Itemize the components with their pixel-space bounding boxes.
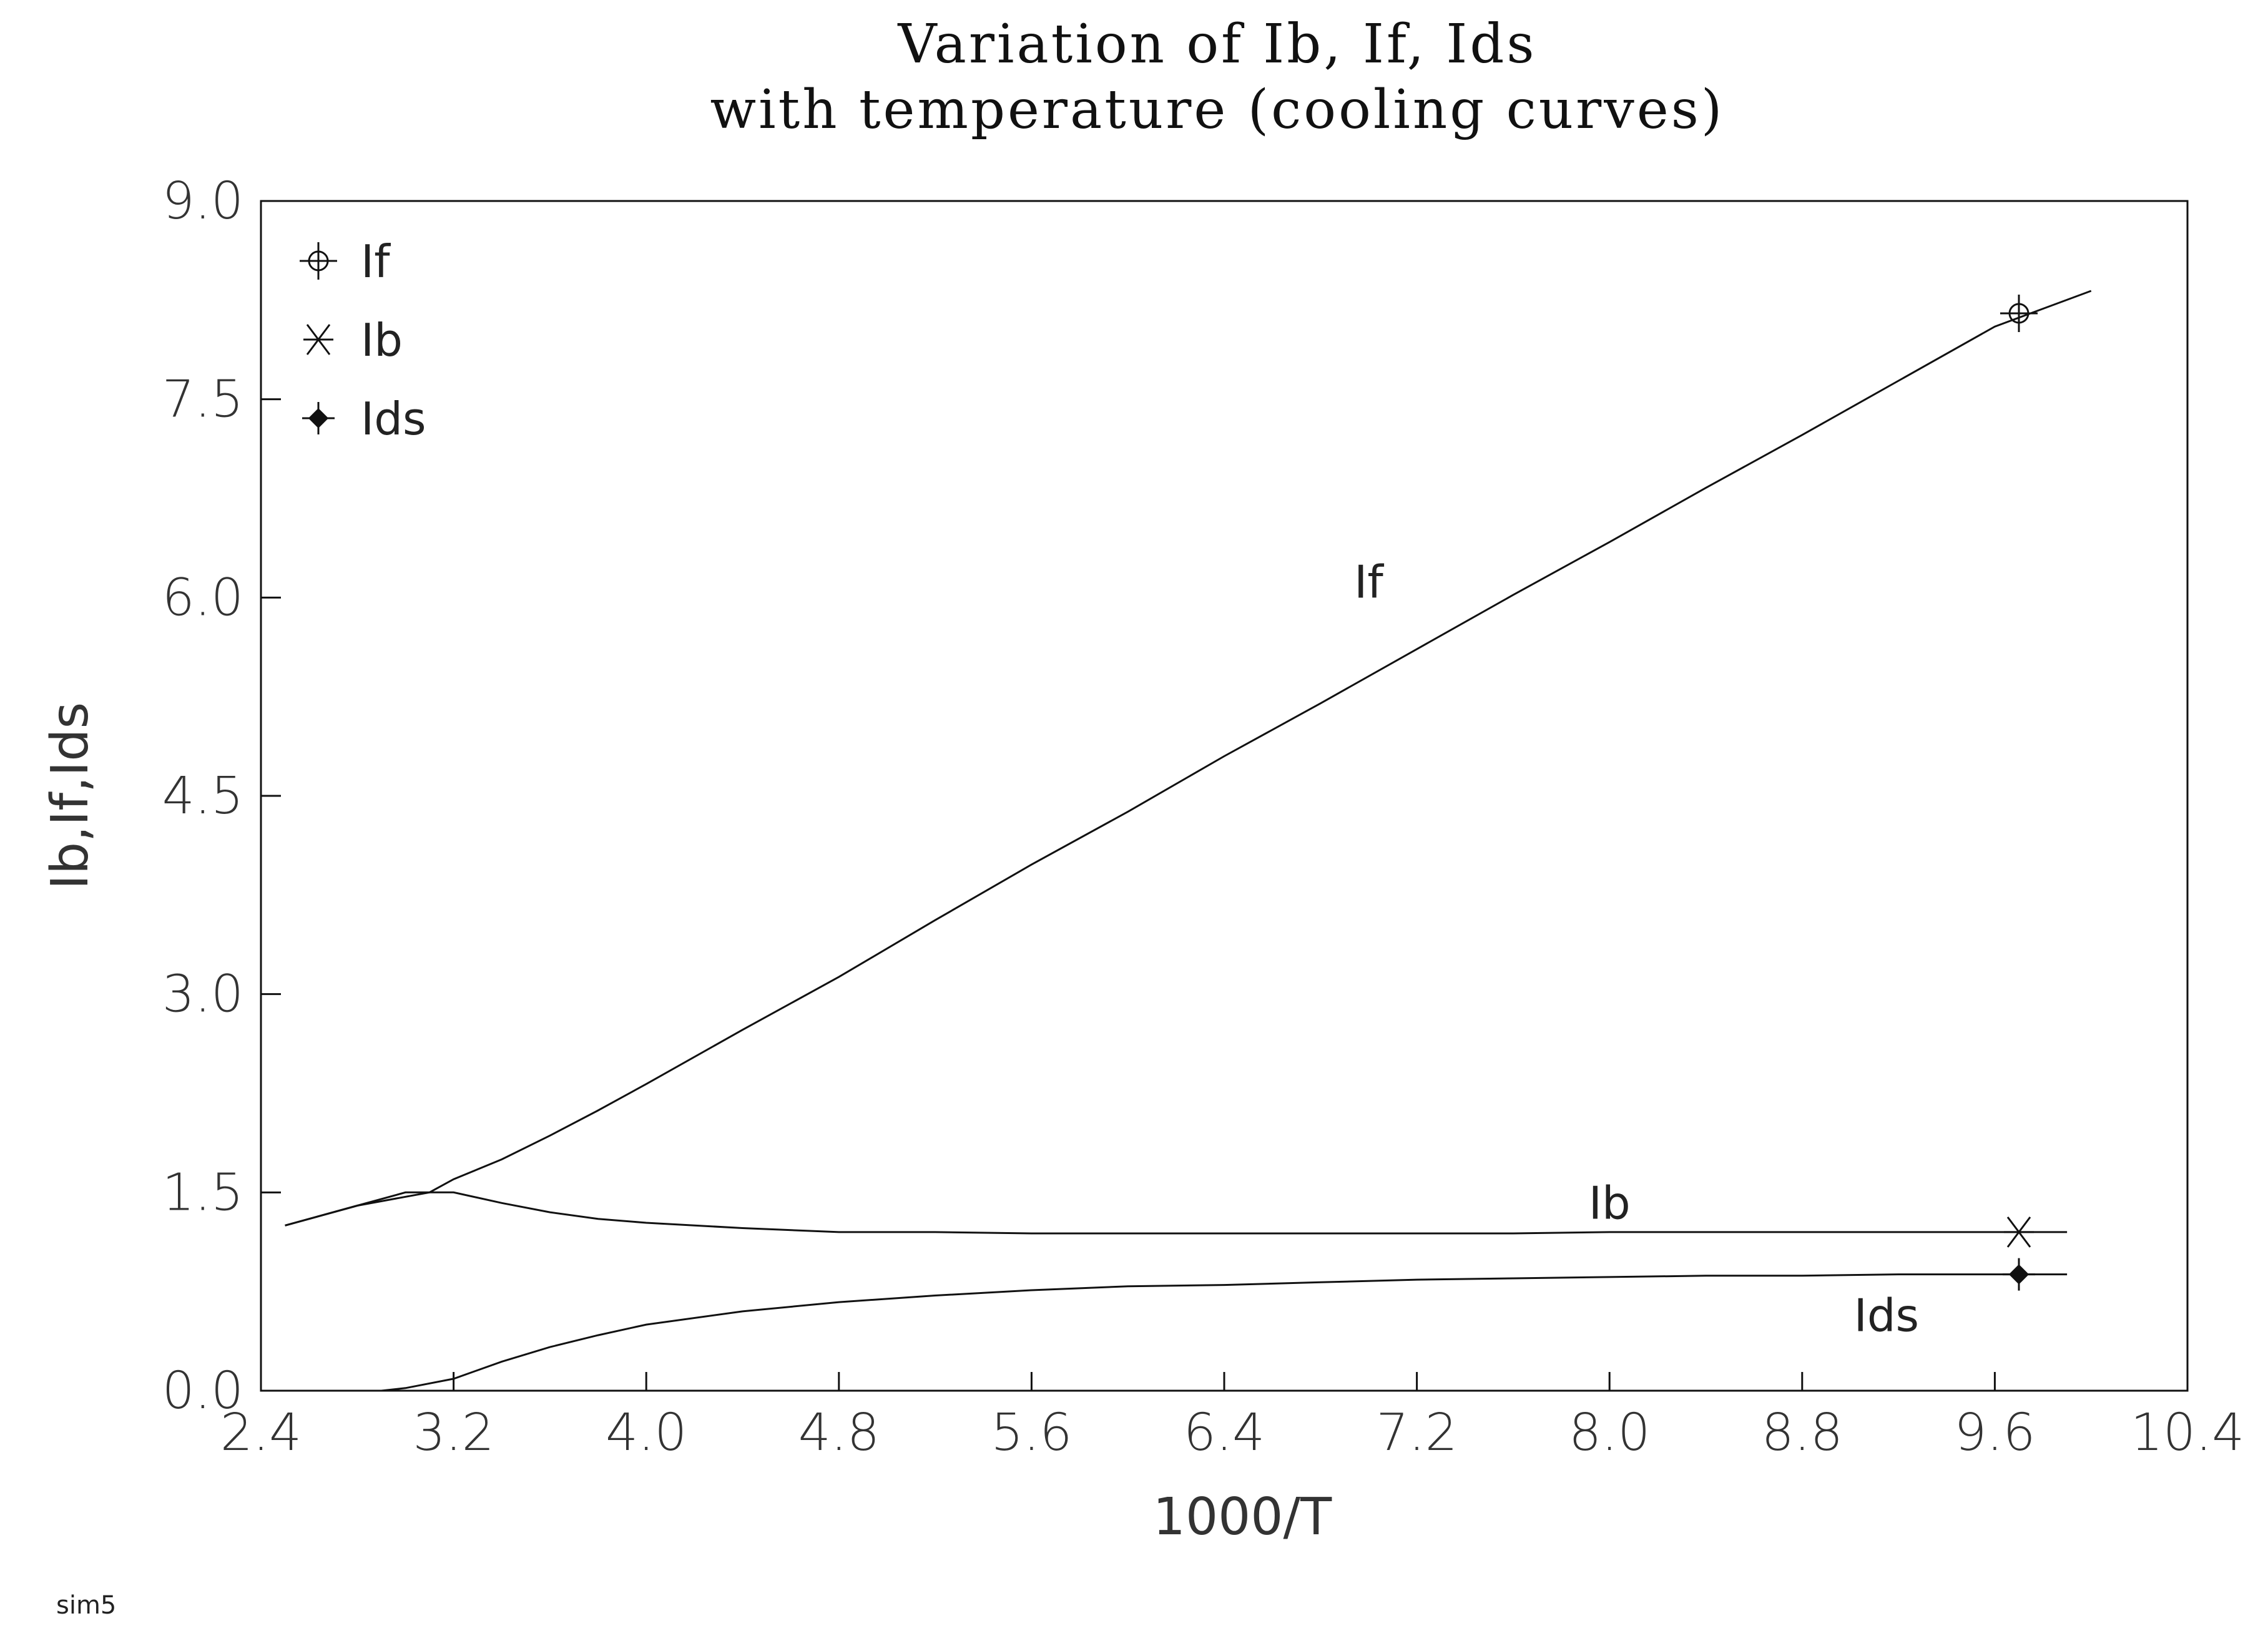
x-tick-label: 4.0 bbox=[606, 1403, 687, 1462]
legend: If Ib Ids bbox=[300, 235, 426, 445]
y-ticks: 0.0 1.5 3.0 4.5 6.0 7.5 9.0 bbox=[162, 172, 281, 1421]
y-tick-label: 7.5 bbox=[162, 370, 243, 429]
curve-label-ib: Ib bbox=[1589, 1177, 1631, 1230]
x-tick-label: 2.4 bbox=[220, 1403, 302, 1462]
legend-marker-ib bbox=[303, 324, 333, 355]
x-tick-label: 4.8 bbox=[798, 1403, 880, 1462]
x-tick-label: 8.8 bbox=[1762, 1403, 1843, 1462]
y-axis-label: Ib,If,Ids bbox=[41, 702, 100, 889]
series-line-ids bbox=[381, 1273, 2068, 1392]
y-tick-label: 3.0 bbox=[162, 965, 243, 1024]
y-tick-label: 4.5 bbox=[162, 767, 243, 826]
curve-label-ids: Ids bbox=[1854, 1290, 1919, 1342]
y-tick-label: 0.0 bbox=[162, 1361, 243, 1421]
x-tick-label: 5.6 bbox=[991, 1403, 1072, 1462]
series-line-ib bbox=[285, 1191, 2068, 1235]
footnote: sim5 bbox=[56, 1591, 116, 1620]
series-marker-ids bbox=[2002, 1258, 2035, 1291]
x-tick-label: 7.2 bbox=[1376, 1403, 1457, 1462]
y-tick-label: 1.5 bbox=[162, 1163, 243, 1222]
legend-marker-if bbox=[300, 242, 337, 280]
title-group: Variation of Ib, If, Ids with temperatur… bbox=[710, 13, 1725, 141]
x-tick-label: 3.2 bbox=[413, 1403, 494, 1462]
x-axis-label: 1000/T bbox=[1153, 1487, 1332, 1547]
series-layer bbox=[285, 290, 2092, 1392]
series-marker-ib bbox=[2003, 1216, 2034, 1248]
series-marker-ib-arm-d2 bbox=[2006, 1216, 2031, 1248]
legend-label-if: If bbox=[361, 235, 391, 288]
legend-marker-ids bbox=[302, 402, 335, 434]
x-tick-label: 10.4 bbox=[2131, 1403, 2245, 1462]
chart-title: Variation of Ib, If, Ids bbox=[897, 13, 1536, 76]
curve-label-if: If bbox=[1354, 556, 1384, 608]
x-tick-label: 8.0 bbox=[1569, 1403, 1650, 1462]
y-tick-label: 6.0 bbox=[162, 568, 243, 627]
series-line-if bbox=[285, 290, 2092, 1227]
legend-label-ib: Ib bbox=[361, 314, 403, 366]
legend-marker-ib-arm-d2 bbox=[306, 324, 331, 355]
legend-label-ids: Ids bbox=[361, 393, 426, 445]
chart-subtitle: with temperature (cooling curves) bbox=[710, 79, 1725, 141]
curve-labels: If Ib Ids bbox=[1354, 556, 1919, 1341]
x-ticks: 2.4 3.2 4.0 4.8 5.6 6.4 7.2 8.0 8.8 9.6 10.4 bbox=[220, 1372, 2245, 1462]
x-tick-label: 6.4 bbox=[1184, 1403, 1265, 1462]
y-tick-label: 9.0 bbox=[162, 172, 243, 231]
series-marker-if bbox=[2000, 295, 2038, 333]
x-tick-label: 9.6 bbox=[1954, 1403, 2035, 1462]
